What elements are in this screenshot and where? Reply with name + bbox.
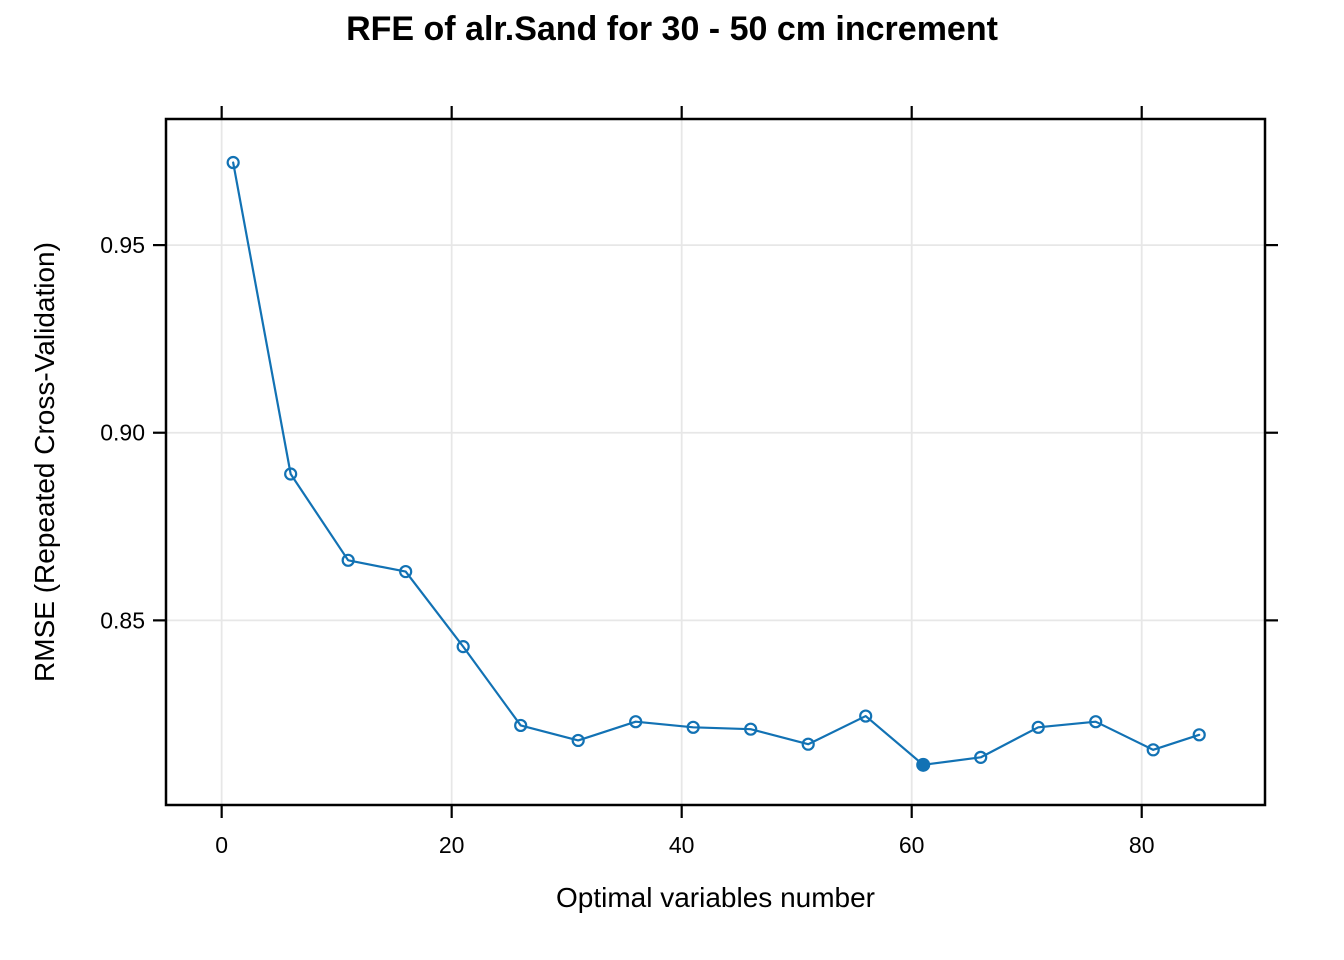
data-point xyxy=(399,564,413,579)
chart-title: RFE of alr.Sand for 30 - 50 cm increment xyxy=(346,10,998,48)
x-tick-label: 80 xyxy=(1129,832,1155,858)
optimal-data-point xyxy=(916,757,931,772)
y-tick-label: 0.95 xyxy=(100,232,145,258)
data-point xyxy=(514,718,528,733)
x-tick-label: 40 xyxy=(669,832,695,858)
data-point xyxy=(1146,743,1160,757)
plot-border xyxy=(164,117,1267,807)
x-tick-label: 60 xyxy=(899,832,925,858)
data-point xyxy=(801,737,815,751)
rmse-line xyxy=(232,161,1201,766)
data-point xyxy=(974,750,988,764)
y-tick-label: 0.90 xyxy=(100,420,145,446)
data-point xyxy=(744,722,758,736)
data-point xyxy=(1031,720,1045,734)
data-point xyxy=(341,553,355,567)
data-point xyxy=(226,155,240,170)
data-point xyxy=(571,733,585,748)
data-point xyxy=(1089,715,1103,729)
x-tick-label: 20 xyxy=(439,832,465,858)
data-point xyxy=(859,709,873,723)
y-tick-label: 0.85 xyxy=(100,607,145,633)
data-point xyxy=(1192,728,1206,742)
data-point xyxy=(284,467,298,481)
data-point xyxy=(629,715,643,729)
x-tick-label: 0 xyxy=(215,832,228,858)
x-axis-label: Optimal variables number xyxy=(555,882,876,913)
data-point xyxy=(686,720,700,734)
data-point xyxy=(456,640,470,654)
